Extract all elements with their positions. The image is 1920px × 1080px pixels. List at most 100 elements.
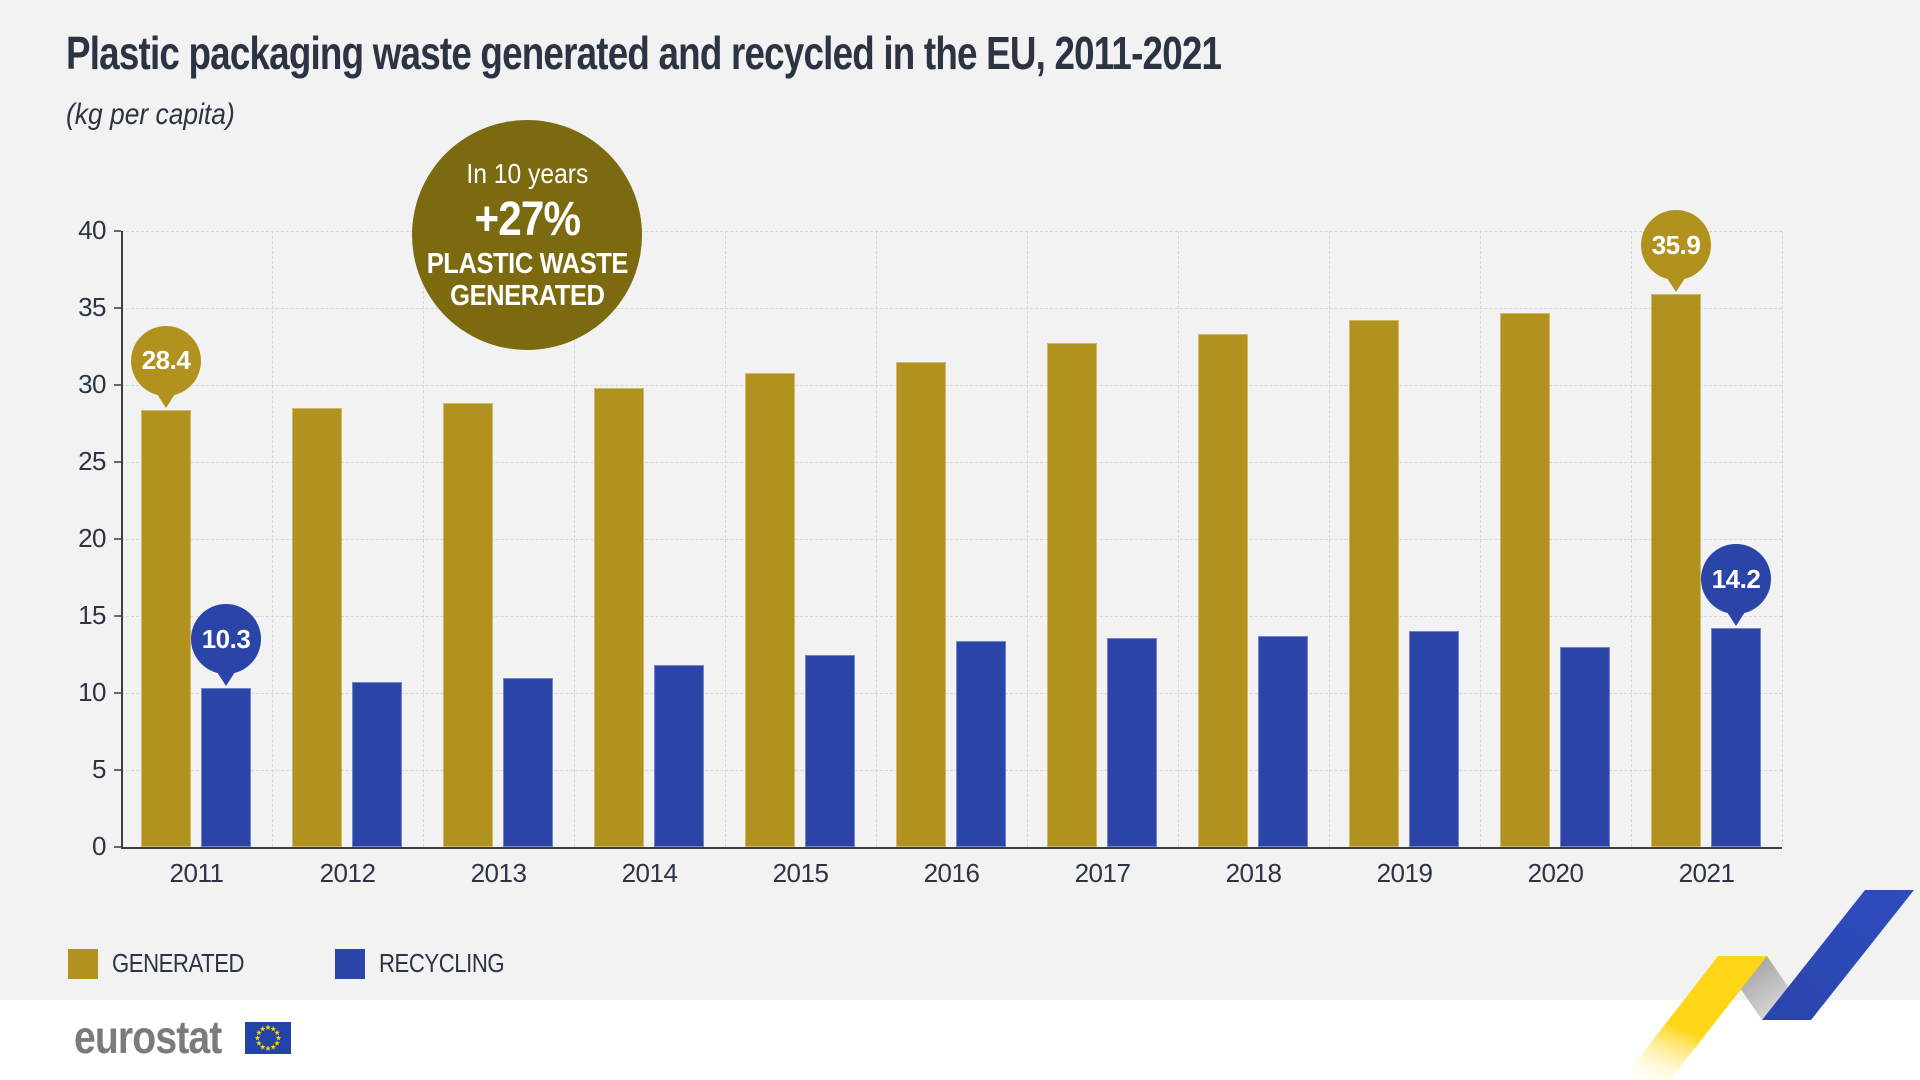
eu-flag-icon (245, 1022, 291, 1054)
callout-text: In 10 years +27% PLASTIC WASTE GENERATED (426, 157, 628, 313)
bar-generated-2019 (1349, 320, 1399, 847)
x-axis-label-2014: 2014 (621, 858, 678, 888)
value-bubble-recycling-2021: 14.2 (1701, 544, 1771, 615)
gridline-horizontal (121, 462, 1782, 463)
bar-recycling-2019 (1409, 631, 1459, 847)
value-bubble-tail (157, 393, 175, 408)
y-axis-tick-label: 0 (92, 830, 106, 861)
page-title: Plastic packaging waste generated and re… (66, 27, 1222, 79)
bar-generated-2018 (1198, 334, 1248, 847)
bar-recycling-2012 (352, 682, 402, 847)
y-axis-tick-label: 10 (78, 676, 106, 707)
ribbon-yellow-segment (1622, 956, 1767, 1080)
bar-generated-2013 (443, 403, 493, 847)
bar-generated-2012 (292, 408, 342, 847)
legend-swatch-recycling (335, 948, 366, 979)
gridline-vertical (1178, 231, 1179, 847)
x-axis-label-2018: 2018 (1225, 858, 1282, 888)
bar-generated-2014 (594, 388, 644, 847)
page-subtitle: (kg per capita) (66, 98, 235, 131)
y-axis-tick-mark (114, 538, 121, 540)
ribbon-blue-segment (1762, 890, 1914, 1020)
x-axis-label-2015: 2015 (772, 858, 829, 888)
y-axis-tick-label: 40 (78, 214, 106, 245)
y-axis-tick-label: 25 (78, 445, 106, 476)
y-axis-tick-mark (114, 230, 121, 232)
y-axis-tick-mark (114, 461, 121, 463)
x-axis-label-2021: 2021 (1678, 858, 1735, 888)
gridline-vertical (1027, 231, 1028, 847)
legend-label-generated: GENERATED (112, 948, 245, 978)
gridline-vertical (423, 231, 424, 847)
callout-line-1: In 10 years (466, 157, 588, 189)
bar-recycling-2020 (1560, 646, 1610, 847)
y-axis-line (121, 231, 123, 847)
legend-swatch-generated (68, 948, 98, 979)
x-axis-label-2013: 2013 (470, 858, 527, 888)
y-axis-tick-label: 35 (78, 291, 106, 322)
x-axis-label-2011: 2011 (169, 858, 224, 888)
bar-generated-2020 (1500, 312, 1550, 847)
gridline-vertical (725, 231, 726, 847)
y-axis-tick-label: 15 (78, 599, 106, 630)
y-axis-tick-mark (114, 769, 121, 771)
gridline-vertical (574, 231, 575, 847)
bar-generated-2021 (1651, 294, 1701, 847)
x-axis-label-2020: 2020 (1527, 858, 1584, 888)
bar-recycling-2017 (1107, 637, 1157, 847)
gridline-horizontal (121, 231, 1782, 232)
value-bubble-tail (1667, 278, 1685, 293)
gridline-horizontal (121, 539, 1782, 540)
value-bubble-recycling-2011: 10.3 (191, 604, 261, 675)
trend-ribbon-graphic (1622, 890, 1914, 1080)
bar-generated-2011 (141, 409, 191, 847)
gridline-horizontal (121, 616, 1782, 617)
legend: GENERATED RECYCLING (68, 948, 527, 979)
gridline-vertical (1631, 231, 1632, 847)
value-bubble-tail (217, 672, 235, 687)
bar-recycling-2018 (1258, 636, 1308, 847)
gridline-horizontal (121, 385, 1782, 386)
gridline-vertical (1329, 231, 1330, 847)
bar-recycling-2015 (805, 654, 855, 847)
y-axis-tick-label: 5 (92, 753, 106, 784)
eurostat-logo-text: eurostat (74, 1011, 222, 1063)
bar-generated-2015 (745, 372, 795, 847)
x-axis-label-2019: 2019 (1376, 858, 1433, 888)
y-axis-tick-label: 30 (78, 368, 106, 399)
legend-item-recycling: RECYCLING (335, 948, 526, 979)
legend-item-generated: GENERATED (68, 948, 267, 979)
y-axis-tick-mark (114, 846, 121, 848)
callout-line-2: +27% (474, 192, 581, 246)
bar-recycling-2016 (956, 640, 1006, 847)
gridline-vertical (1782, 231, 1783, 847)
x-axis-label-2012: 2012 (319, 858, 376, 888)
y-axis-tick-mark (114, 692, 121, 694)
gridline-vertical (272, 231, 273, 847)
value-bubble-tail (1727, 612, 1745, 627)
bar-recycling-2014 (654, 665, 704, 847)
callout-circle: In 10 years +27% PLASTIC WASTE GENERATED (412, 120, 642, 350)
y-axis-tick-mark (114, 384, 121, 386)
value-bubble-generated-2011: 28.4 (131, 325, 201, 396)
gridline-vertical (876, 231, 877, 847)
bar-recycling-2013 (503, 677, 553, 847)
callout-line-4: GENERATED (449, 280, 605, 312)
gridline-horizontal (121, 770, 1782, 771)
bar-recycling-2011 (201, 688, 251, 847)
x-axis-label-2016: 2016 (923, 858, 980, 888)
bar-generated-2017 (1047, 343, 1097, 847)
gridline-vertical (1480, 231, 1481, 847)
x-axis-label-2017: 2017 (1074, 858, 1131, 888)
gridline-horizontal (121, 308, 1782, 309)
y-axis-tick-mark (114, 307, 121, 309)
bar-generated-2016 (896, 361, 946, 847)
bar-recycling-2021 (1711, 628, 1761, 847)
y-axis-tick-mark (114, 615, 121, 617)
callout-line-3: PLASTIC WASTE (426, 247, 628, 280)
x-axis-line (121, 847, 1782, 849)
value-bubble-generated-2021: 35.9 (1641, 210, 1711, 281)
gridline-horizontal (121, 693, 1782, 694)
y-axis-tick-label: 20 (78, 522, 106, 553)
